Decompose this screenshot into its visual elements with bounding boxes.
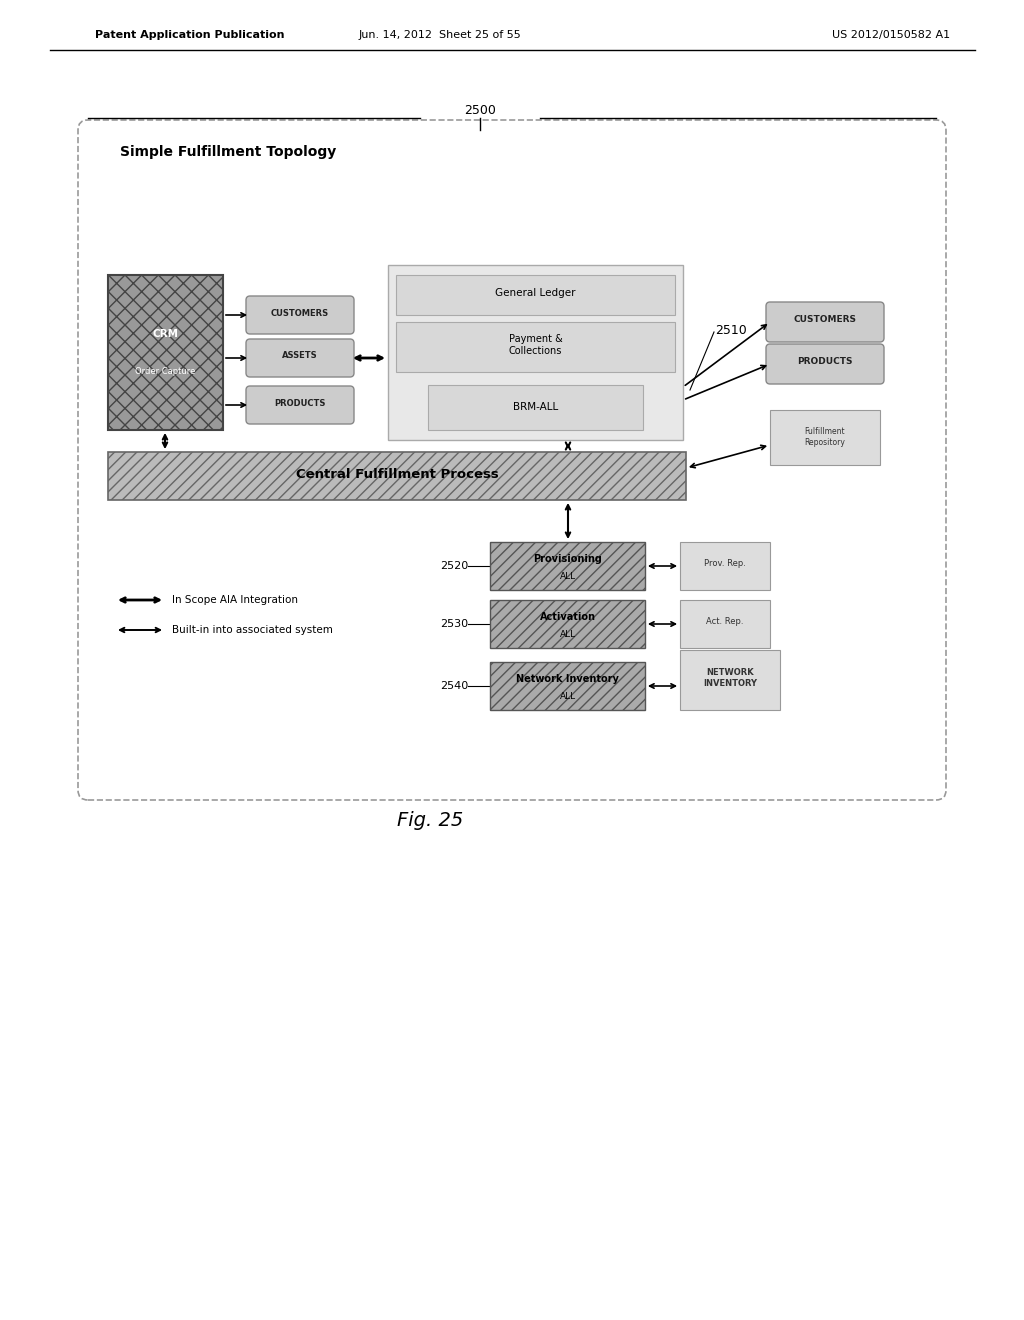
Bar (108, 275, 223, 430)
Text: 2500: 2500 (464, 103, 496, 116)
Text: 2540: 2540 (439, 681, 468, 690)
FancyBboxPatch shape (246, 339, 354, 378)
Text: NETWORK
INVENTORY: NETWORK INVENTORY (703, 668, 757, 688)
Bar (680, 649, 780, 710)
Text: ALL: ALL (559, 630, 575, 639)
Text: Network Inventory: Network Inventory (516, 673, 618, 684)
Text: CRM: CRM (153, 329, 178, 339)
Bar (108, 451, 686, 500)
Bar (680, 543, 770, 590)
Text: ALL: ALL (559, 572, 575, 581)
FancyBboxPatch shape (766, 345, 884, 384)
Text: CUSTOMERS: CUSTOMERS (271, 309, 329, 318)
FancyBboxPatch shape (246, 296, 354, 334)
FancyBboxPatch shape (766, 302, 884, 342)
Text: Jun. 14, 2012  Sheet 25 of 55: Jun. 14, 2012 Sheet 25 of 55 (358, 30, 521, 40)
Bar (490, 543, 645, 590)
Bar (490, 663, 645, 710)
Text: 2510: 2510 (715, 323, 746, 337)
Text: General Ledger: General Ledger (496, 288, 575, 298)
Text: ALL: ALL (559, 692, 575, 701)
Text: 2530: 2530 (440, 619, 468, 630)
Text: Order Capture: Order Capture (135, 367, 196, 376)
Text: US 2012/0150582 A1: US 2012/0150582 A1 (831, 30, 950, 40)
Bar (428, 385, 643, 430)
Bar (396, 275, 675, 315)
Text: Central Fulfillment Process: Central Fulfillment Process (296, 467, 499, 480)
Text: Payment &
Collections: Payment & Collections (509, 334, 562, 356)
Bar (490, 601, 645, 648)
Bar (680, 601, 770, 648)
Text: In Scope AIA Integration: In Scope AIA Integration (172, 595, 298, 605)
Text: Fig. 25: Fig. 25 (397, 810, 463, 829)
Text: Provisioning: Provisioning (534, 554, 602, 564)
Text: 2520: 2520 (439, 561, 468, 572)
Text: BRM-ALL: BRM-ALL (513, 403, 558, 412)
Bar (388, 265, 683, 440)
Text: Simple Fulfillment Topology: Simple Fulfillment Topology (120, 145, 336, 158)
Text: CUSTOMERS: CUSTOMERS (794, 315, 856, 325)
Text: Prov. Rep.: Prov. Rep. (705, 560, 745, 569)
Text: Activation: Activation (540, 611, 596, 622)
Text: PRODUCTS: PRODUCTS (274, 399, 326, 408)
Text: Act. Rep.: Act. Rep. (707, 618, 743, 627)
Text: PRODUCTS: PRODUCTS (798, 358, 853, 367)
Text: Fulfillment
Repository: Fulfillment Repository (805, 428, 846, 446)
FancyBboxPatch shape (246, 385, 354, 424)
Text: Patent Application Publication: Patent Application Publication (95, 30, 285, 40)
Text: Built-in into associated system: Built-in into associated system (172, 624, 333, 635)
Bar (396, 322, 675, 372)
Bar (770, 411, 880, 465)
Text: ASSETS: ASSETS (283, 351, 317, 360)
